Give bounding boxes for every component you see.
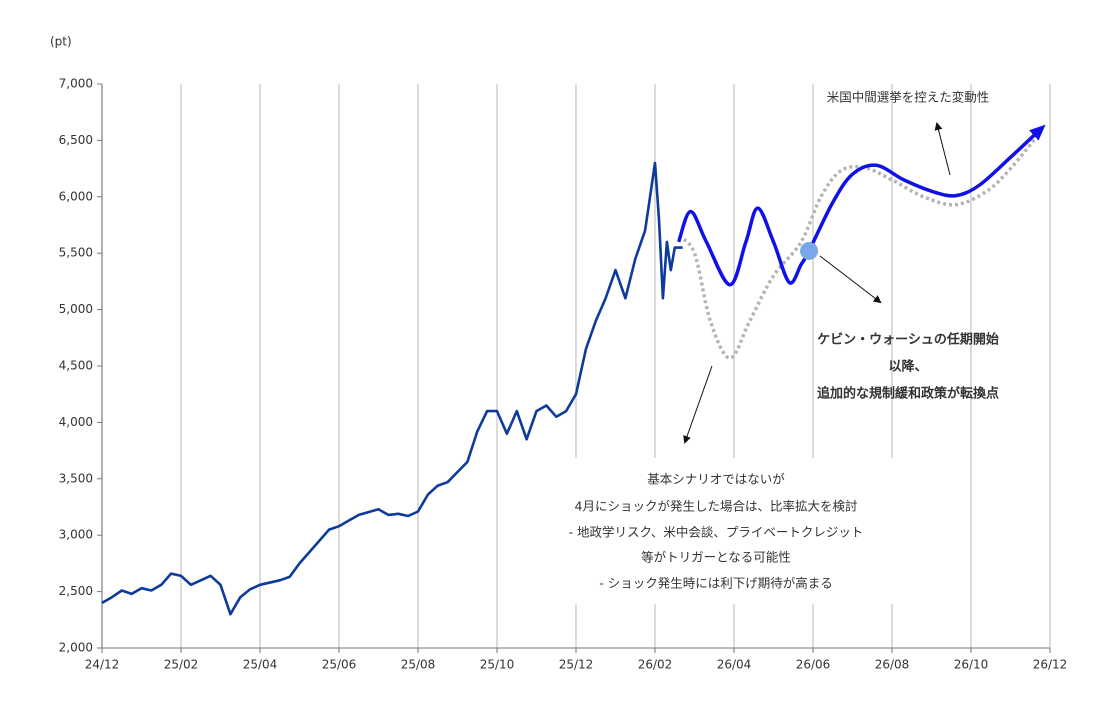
x-tick-label: 25/08 xyxy=(401,658,436,672)
line-series xyxy=(677,124,1046,287)
y-unit: (pt) xyxy=(50,35,72,49)
annotation: - 地政学リスク、米中会談、プライベートクレジット xyxy=(569,525,864,540)
x-tick-label: 25/10 xyxy=(480,658,515,672)
annotation: 追加的な規制緩和政策が転換点 xyxy=(817,386,999,402)
x-tick-label: 26/12 xyxy=(1033,658,1068,672)
x-tick-label: 26/04 xyxy=(717,658,752,672)
y-tick-label: 3,500 xyxy=(59,471,93,485)
x-tick-label: 24/12 xyxy=(85,658,120,672)
annotation: - ショック発生時には利下げ期待が高まる xyxy=(599,576,833,591)
x-tick-label: 26/02 xyxy=(638,658,673,672)
y-tick-label: 3,000 xyxy=(59,528,93,542)
x-tick-label: 26/08 xyxy=(875,658,910,672)
y-tick-label: 4,500 xyxy=(59,359,93,373)
y-tick-label: 5,500 xyxy=(59,246,93,260)
x-tick-label: 25/12 xyxy=(559,658,594,672)
annotation-arrow xyxy=(934,122,951,176)
y-tick-label: 7,000 xyxy=(59,77,93,91)
y-tick-label: 5,000 xyxy=(59,302,93,316)
y-tick-label: 4,000 xyxy=(59,415,93,429)
annotation: ケビン・ウォーシュの任期開始 xyxy=(817,332,999,348)
line-series xyxy=(677,133,1040,360)
x-tick-label: 26/06 xyxy=(796,658,831,672)
annotation-box xyxy=(518,458,918,604)
x-tick-label: 25/04 xyxy=(243,658,278,672)
line-series xyxy=(101,161,683,616)
x-tick-label: 25/06 xyxy=(322,658,357,672)
annotation: 4月にショックが発生した場合は、比率拡大を検討 xyxy=(575,499,858,514)
annotation: 等がトリガーとなる可能性 xyxy=(641,550,791,565)
y-tick-label: 2,000 xyxy=(59,641,93,655)
y-tick-label: 6,500 xyxy=(59,133,93,147)
y-tick-label: 2,500 xyxy=(59,584,93,598)
annotation: 米国中間選挙を控えた変動性 xyxy=(827,90,990,105)
annotation: 以降、 xyxy=(888,359,927,375)
highlight-point xyxy=(800,241,819,260)
x-tick-label: 26/10 xyxy=(954,658,989,672)
annotation: 基本シナリオではないが xyxy=(647,472,785,487)
x-tick-label: 25/02 xyxy=(164,658,199,672)
y-tick-label: 6,000 xyxy=(59,189,93,203)
annotation-arrow xyxy=(683,365,713,444)
annotation-arrow xyxy=(819,255,882,304)
